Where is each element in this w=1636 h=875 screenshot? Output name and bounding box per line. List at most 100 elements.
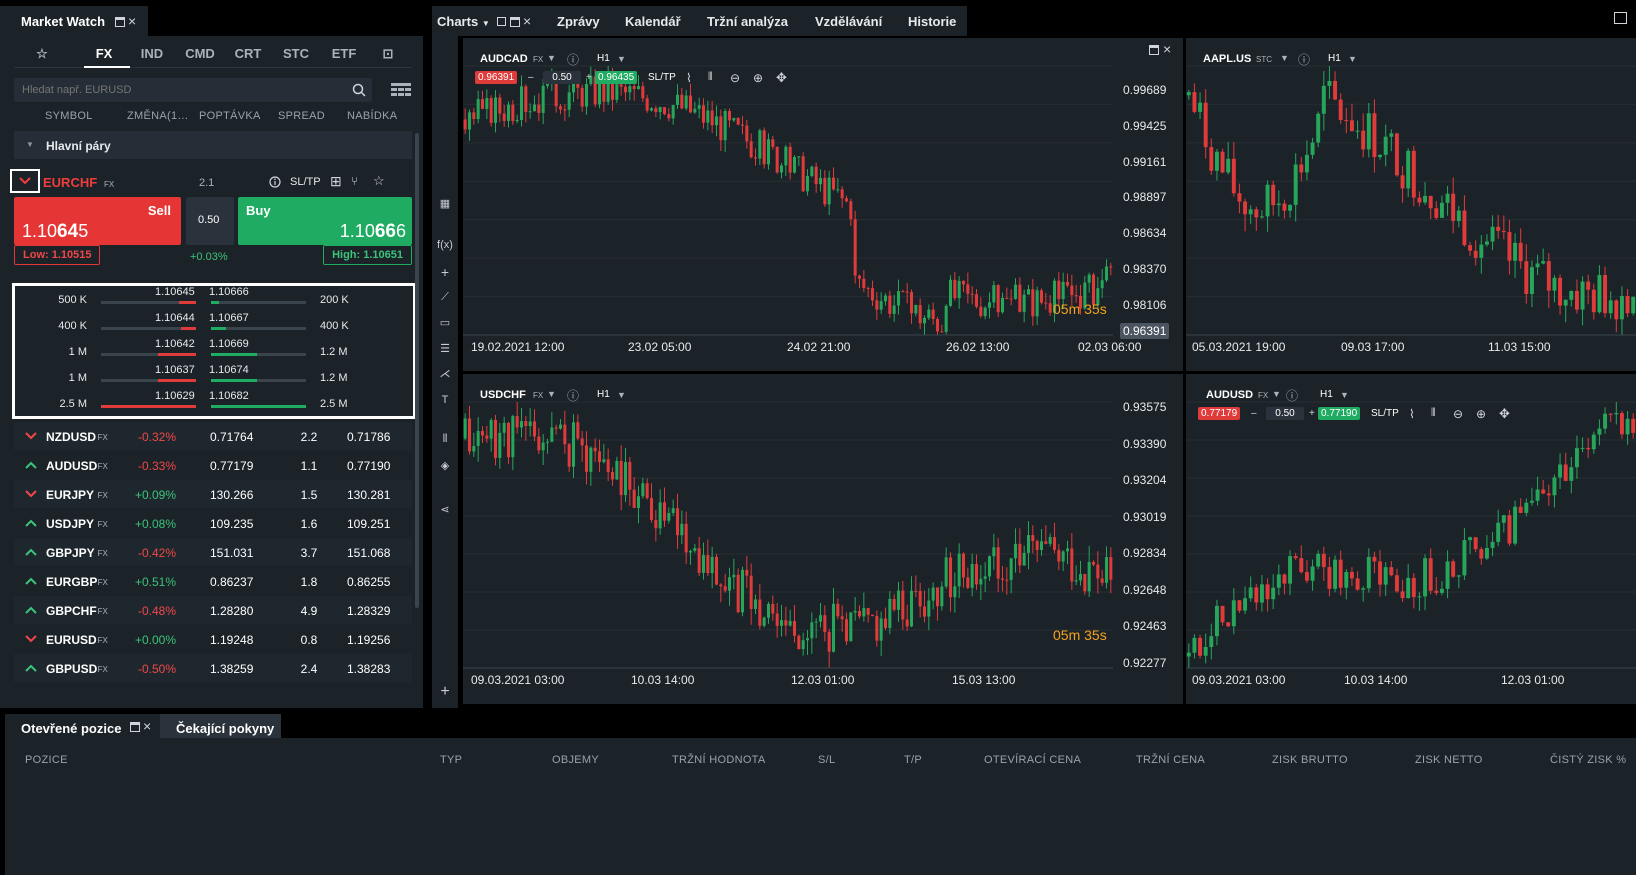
positions-col[interactable]: TRŽNÍ CENA [1136,754,1205,766]
chart-symbol[interactable]: AUDCAD [480,53,528,65]
tab-stc[interactable]: STC [283,46,309,61]
chart-sell-button[interactable]: 0.96391 [475,71,518,84]
positions-col[interactable]: OTEVÍRACÍ CENA [984,754,1082,766]
close-icon[interactable]: × [143,718,152,734]
add-icon[interactable]: ⊞ [330,173,342,189]
line-chart-icon[interactable]: ⌇ [1409,407,1415,421]
col-bid[interactable]: POPTÁVKA [199,110,261,122]
positions-col[interactable]: TYP [440,754,463,766]
row-bid[interactable]: 151.031 [210,546,254,560]
tab-charts[interactable]: Charts ▼ [437,14,490,29]
window-restore-icon[interactable] [130,722,140,732]
indicator-icon[interactable]: ⫴ [442,433,448,445]
chart-canvas[interactable] [1186,38,1636,371]
positions-col[interactable]: S/L [818,754,836,766]
row-ask[interactable]: 0.71786 [347,430,391,444]
crosshair-icon[interactable]: ✥ [776,70,787,85]
chart-symbol[interactable]: USDCHF [480,389,526,401]
favorite-star-icon[interactable]: ☆ [373,173,385,188]
instrument-row[interactable]: EURUSD FX +0.00% 1.19248 0.8 1.19256 [14,625,412,653]
instrument-row[interactable]: GBPCHF FX -0.48% 1.28280 4.9 1.28329 [14,596,412,624]
positions-col[interactable]: ČISTÝ ZISK % [1550,754,1627,766]
sell-button[interactable]: Sell 1.10645 [14,197,181,245]
chart-canvas[interactable] [1186,374,1636,704]
chevron-up-icon[interactable] [25,664,37,672]
row-ask[interactable]: 1.38283 [347,662,391,676]
chevron-down-icon[interactable]: ▼ [1272,389,1281,399]
chart-usdchf[interactable]: USDCHF FX ▼ ⓘ H1 ▼ 0.93575 0.93390 0.93204 0.9301… [463,374,1183,704]
chart-buy-button[interactable]: 0.96435 [595,71,638,84]
row-bid[interactable]: 1.38259 [210,662,254,676]
collapse-button[interactable] [10,169,40,193]
share-icon[interactable]: ⋖ [440,504,450,516]
row-bid[interactable]: 1.28280 [210,604,254,618]
chart-sell-button[interactable]: 0.77179 [1198,407,1241,420]
plus-icon[interactable]: + [1309,408,1315,419]
chart-audusd[interactable]: AUDUSD FX ▼ ⓘ H1 ▼ 0.77179–0.50 +0.77190 SL/TP ⌇ ⫴… [1186,374,1636,704]
row-ask[interactable]: 151.068 [347,546,391,560]
chevron-down-icon[interactable] [25,432,37,440]
chart-icon[interactable]: ⑂ [351,174,359,188]
chart-symbol[interactable]: AAPL.US [1203,53,1252,65]
positions-col[interactable]: POZICE [25,754,68,766]
chevron-down-icon[interactable]: ▼ [617,54,626,64]
chevron-up-icon[interactable] [25,519,37,527]
instrument-row[interactable]: NZDUSD FX -0.32% 0.71764 2.2 0.71786 [14,422,412,450]
col-change[interactable]: ZMĚNA(1… [127,110,189,122]
chevron-up-icon[interactable] [25,461,37,469]
tab-market-analysis[interactable]: Tržní analýza [707,14,788,29]
row-bid[interactable]: 1.19248 [210,633,254,647]
chart-volume[interactable]: 0.50 [1266,407,1304,420]
info-icon[interactable]: ⓘ [567,53,580,67]
instrument-row[interactable]: GBPUSD FX -0.50% 1.38259 2.4 1.38283 [14,654,412,682]
chevron-up-icon[interactable] [25,606,37,614]
tab-open-positions[interactable]: Otevřené pozice × [5,714,160,738]
group-header[interactable]: ▼ Hlavní páry [14,131,412,159]
add-chart-icon[interactable]: + [440,683,450,700]
row-ask[interactable]: 0.86255 [347,575,391,589]
instrument-row[interactable]: EURJPY FX +0.09% 130.266 1.5 130.281 [14,480,412,508]
chart-audcad[interactable]: AUDCAD FX ▼ ⓘ H1 ▼ 0.96391–0.50 +0.96435 SL/TP ⌇ ⫴… [463,38,1183,371]
chevron-down-icon[interactable] [25,635,37,643]
sltp-button[interactable]: SL/TP [290,176,321,188]
chevron-down-icon[interactable]: ▼ [1348,54,1357,64]
favorites-star-icon[interactable]: ☆ [36,46,48,61]
row-ask[interactable]: 109.251 [347,517,391,531]
text-tool-icon[interactable]: T [441,394,449,406]
positions-col[interactable]: TRŽNÍ HODNOTA [672,754,766,766]
row-ask[interactable]: 130.281 [347,488,391,502]
tab-crt[interactable]: CRT [234,46,262,61]
crosshair-tool-icon[interactable]: + [440,264,450,280]
instrument-row[interactable]: GBPJPY FX -0.42% 151.031 3.7 151.068 [14,538,412,566]
search-icon[interactable] [352,83,366,97]
chevron-down-icon[interactable]: ▼ [547,53,556,63]
layout-icon[interactable] [1614,12,1627,24]
chevron-up-icon[interactable] [25,577,37,585]
chart-canvas[interactable] [463,374,1183,704]
tab-calendar[interactable]: Kalendář [625,14,681,29]
row-bid[interactable]: 130.266 [210,488,254,502]
close-icon[interactable]: × [523,13,532,29]
tab-cmd[interactable]: CMD [185,46,215,61]
grid-view-icon[interactable] [391,83,411,97]
volume-input[interactable]: 0.50 [186,197,234,245]
tab-education[interactable]: Vzdělávání [815,14,883,29]
info-icon[interactable]: ⓘ [1286,389,1299,403]
tab-history[interactable]: Historie [908,14,957,29]
info-icon[interactable] [269,176,281,188]
minus-icon[interactable]: – [528,72,534,83]
zoom-out-icon[interactable]: ⊖ [1453,407,1464,421]
chart-sltp[interactable]: SL/TP [648,72,676,83]
grid-layout-icon[interactable]: ▦ [439,198,451,210]
tab-pending-orders[interactable]: Čekající pokyny [160,714,281,738]
chart-symbol[interactable]: AUDUSD [1206,389,1254,401]
window-restore-icon[interactable] [115,17,125,27]
market-watch-tab[interactable]: Market Watch × [0,6,148,36]
tab-ind[interactable]: IND [140,46,164,61]
zoom-out-icon[interactable]: ⊖ [730,71,741,85]
info-icon[interactable]: ⓘ [1298,53,1311,67]
chevron-down-icon[interactable]: ▼ [547,389,556,399]
row-ask[interactable]: 1.28329 [347,604,391,618]
positions-col[interactable]: ZISK BRUTTO [1272,754,1348,766]
positions-col[interactable]: ZISK NETTO [1415,754,1483,766]
